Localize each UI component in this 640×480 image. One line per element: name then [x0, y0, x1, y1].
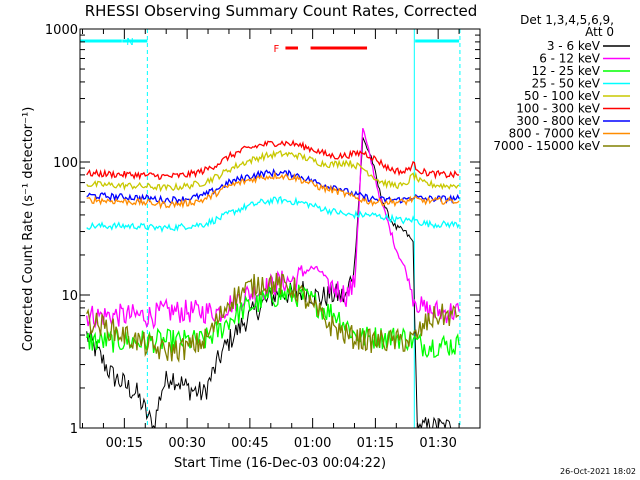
plot-area: NF: [79, 29, 461, 428]
series-line-800-7000-: [86, 170, 460, 210]
flag-label-F: F: [273, 44, 279, 55]
series-line-7000-15000-: [86, 272, 460, 363]
legend-detector-info: Det 1,3,4,5,6,9,: [520, 13, 614, 27]
series-line-12-25-: [86, 284, 460, 358]
legend-entry-label: 50 - 100 keV: [524, 89, 601, 103]
plot-frame: [79, 28, 481, 429]
y-axis: 1 10 100 1000: [45, 23, 480, 437]
series-line-300-800-: [86, 168, 460, 205]
series-line-25-50-: [86, 196, 460, 234]
legend-detector-info: Att 0: [585, 25, 614, 39]
legend-entry-label: 3 - 6 keV: [547, 39, 601, 53]
x-tick-label: 01:15: [357, 436, 394, 451]
legend-entry-label: 25 - 50 keV: [532, 77, 601, 91]
x-axis-label: Start Time (16-Dec-03 00:04:22): [174, 456, 386, 471]
y-tick-label: 100: [53, 156, 78, 171]
legend-entry-label: 6 - 12 keV: [539, 52, 601, 66]
legend-entry-label: 300 - 800 keV: [516, 114, 600, 128]
y-tick-label: 10: [61, 289, 78, 304]
x-axis: 00:15 00:30 00:45 01:00 01:15 01:30: [82, 29, 481, 451]
series-line-3-6-: [86, 137, 460, 428]
legend-entry-label: 800 - 7000 keV: [509, 127, 601, 141]
y-tick-label: 1: [70, 422, 78, 437]
x-tick-label: 00:30: [168, 436, 205, 451]
x-tick-label: 01:00: [294, 436, 331, 451]
x-tick-label: 00:45: [231, 436, 268, 451]
series-group: [86, 127, 460, 428]
series-line-100-300-: [86, 139, 460, 181]
legend-entry-label: 12 - 25 keV: [532, 64, 601, 78]
timestamp: 26-Oct-2021 18:02: [560, 467, 636, 476]
x-tick-label: 01:30: [419, 436, 456, 451]
flag-label-N: N: [126, 37, 133, 48]
chart-title: RHESSI Observing Summary Count Rates, Co…: [85, 2, 478, 20]
legend-entry-label: 100 - 300 keV: [516, 102, 600, 116]
y-tick-label: 1000: [45, 23, 78, 38]
series-line-50-100-: [86, 149, 460, 193]
legend-entry-label: 7000 - 15000 keV: [493, 139, 600, 153]
x-tick-label: 00:15: [106, 436, 143, 451]
y-axis-label: Corrected Count Rate (s⁻¹ detector⁻¹): [21, 107, 36, 352]
